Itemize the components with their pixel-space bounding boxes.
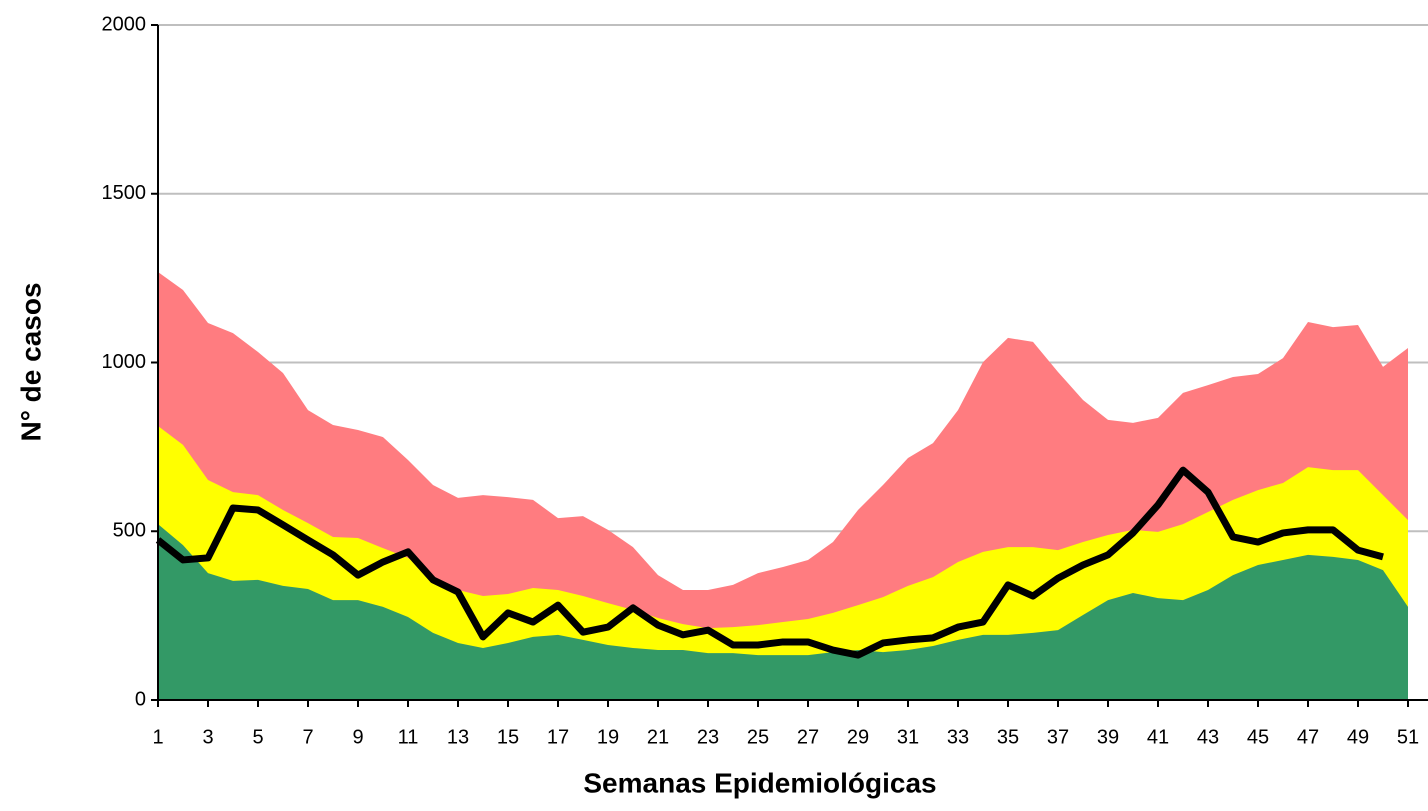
y-tick-label: 0: [135, 688, 146, 710]
area: [158, 524, 1408, 700]
x-tick-label: 7: [302, 726, 313, 748]
x-tick-label: 43: [1197, 726, 1219, 748]
x-tick-label: 29: [847, 726, 869, 748]
x-tick-label: 25: [747, 726, 769, 748]
x-tick-label: 21: [647, 726, 669, 748]
x-tick-label: 27: [797, 726, 819, 748]
x-tick-label: 39: [1097, 726, 1119, 748]
x-tick-label: 19: [597, 726, 619, 748]
y-tick-label: 1500: [102, 182, 147, 204]
x-axis-title: Semanas Epidemiológicas: [583, 767, 936, 798]
x-tick-label: 47: [1297, 726, 1319, 748]
x-tick-label: 17: [547, 726, 569, 748]
x-tick-label: 15: [497, 726, 519, 748]
x-tick-label: 45: [1247, 726, 1269, 748]
x-tick-label: 51: [1397, 726, 1419, 748]
y-tick-label: 2000: [102, 13, 147, 35]
y-tick-label: 1000: [102, 351, 147, 373]
x-tick-label: 1: [152, 726, 163, 748]
y-tick-label: 500: [113, 520, 146, 542]
line: [155, 466, 1384, 659]
x-tick-label: 5: [252, 726, 263, 748]
x-tick-label: 35: [997, 726, 1019, 748]
x-tick-label: 11: [398, 726, 419, 748]
x-tick-label: 3: [202, 726, 213, 748]
x-tick-label: 37: [1047, 726, 1069, 748]
x-tick-label: 33: [947, 726, 969, 748]
x-tick-label: 9: [352, 726, 363, 748]
x-tick-label: 41: [1147, 726, 1169, 748]
y-axis-title: N° de casos: [15, 282, 46, 441]
x-tick-label: 31: [897, 726, 919, 748]
x-tick-label: 13: [447, 726, 469, 748]
x-tick-label: 49: [1347, 726, 1369, 748]
x-tick-label: 23: [697, 726, 719, 748]
